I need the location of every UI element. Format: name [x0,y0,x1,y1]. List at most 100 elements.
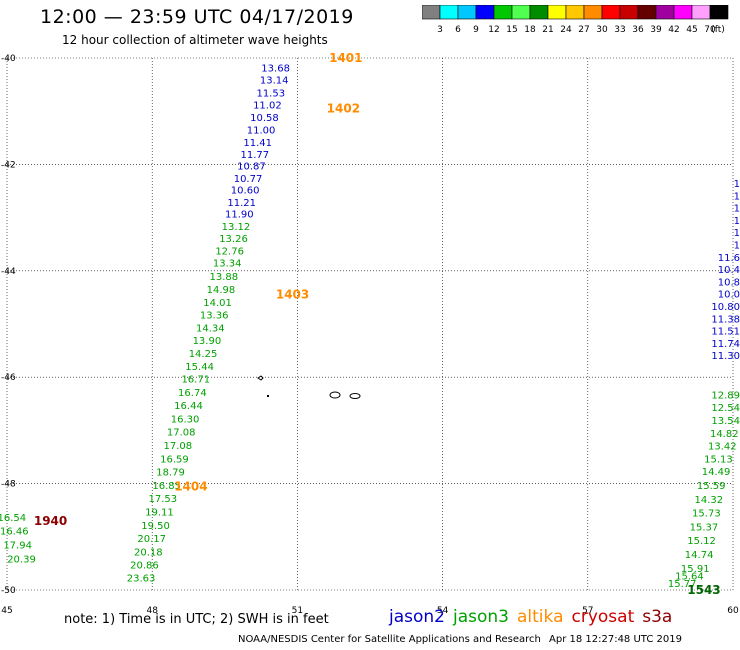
x-tick-label: 45 [1,606,12,616]
wave-height-value: 15.37 [690,522,719,533]
wave-height-value: 11.53 [256,88,285,99]
track-number-label: 1403 [276,288,309,302]
color-scale-unit: (ft) [711,25,725,35]
track-number-label: 1404 [174,479,207,493]
wave-height-value: 16.54 [0,513,26,524]
wave-height-value: 11.74 [711,339,740,350]
wave-height-value: 14.74 [685,550,714,561]
track-number-label: 1940 [34,514,67,528]
chart-title: 12:00 — 23:59 UTC 04/17/2019 [40,6,354,28]
x-tick-label: 60 [727,606,739,616]
color-scale-label: 45 [686,25,697,35]
x-tick-label: 48 [146,606,158,616]
wave-height-value: 14.32 [694,495,723,506]
wave-height-value: 15.13 [704,454,733,465]
wave-height-value: 17.94 [3,541,32,552]
island-outline [267,395,269,397]
wave-height-value: 10.8 [718,277,740,288]
generated-timestamp: Apr 18 12:27:48 UTC 2019 [549,634,682,645]
color-scale-label: 27 [578,25,589,35]
wave-height-value: 19.11 [145,508,174,519]
x-tick-label: 51 [292,606,303,616]
wave-height-value: 13.54 [711,416,740,427]
color-scale-label: 12 [488,25,499,35]
wave-height-value: 15.12 [687,536,716,547]
legend-item: cryosat [571,607,635,627]
track-number-label: 1543 [687,583,720,597]
wave-height-value: 11.41 [243,138,272,149]
wave-height-value: 19.50 [141,521,170,532]
chart-subtitle: 12 hour collection of altimeter wave hei… [62,33,328,47]
track-labels: 1401 1402 1403 1404 1940 1543 [34,51,721,597]
island-outline [257,375,264,381]
wave-height-value: 11.02 [253,101,282,112]
wave-height-value: 16.30 [171,414,200,425]
island-outlines [257,375,361,399]
wave-height-value: 20.18 [134,547,163,558]
y-tick-label: -40 [1,54,16,64]
wave-height-value: 13.88 [210,272,239,283]
wave-height-value: 16.71 [181,375,210,386]
footer-note: note: 1) Time is in UTC; 2) SWH is in fe… [64,612,329,627]
color-scale-label: 18 [524,25,536,35]
color-scale-label: 36 [632,25,644,35]
wave-height-value: 13.68 [261,63,290,74]
wave-height-value: 10.87 [237,162,266,173]
legend-item: s3a [642,607,673,627]
color-scale-label: 15 [506,25,517,35]
wave-height-value: 1 [734,191,740,202]
wave-height-value: 1 [734,228,740,239]
y-tick-label: -44 [1,267,16,277]
wave-height-value: 20.39 [7,554,36,565]
wave-height-value: 16.59 [160,454,189,465]
wave-height-value: 11.21 [227,198,256,209]
wave-height-value: 10.77 [234,174,263,185]
wave-height-value: 16.74 [178,388,207,399]
y-tick-label: -48 [1,480,16,490]
y-tick-label: -42 [1,160,16,170]
wave-height-value: 1 [734,179,740,190]
wave-height-value: 15.77 [668,579,697,590]
wave-height-value: 13.12 [222,222,251,233]
wave-height-value: 13.90 [193,336,222,347]
wave-height-value: 15.44 [185,362,214,373]
wave-height-value: 12.89 [711,390,740,401]
wave-height-value: 14.82 [710,429,739,440]
color-scale-label: 3 [437,25,443,35]
wave-height-value: 11.38 [711,314,740,325]
wave-height-value: 10.4 [718,265,740,276]
y-tick-label: -50 [1,586,16,596]
wave-height-value: 11.90 [225,210,254,221]
wave-height-value: 14.01 [203,298,232,309]
credit-text: NOAA/NESDIS Center for Satellite Applica… [238,634,541,645]
wave-height-value: 13.42 [708,442,737,453]
color-scale-bar: 3 6 9 12 15 18 21 24 27 30 33 36 39 42 45 70(ft) [422,5,729,35]
color-scale-label: 39 [650,25,662,35]
wave-height-value: 13.36 [200,311,229,322]
wave-height-value: 10.58 [250,113,279,124]
wave-height-value: 13.34 [213,259,242,270]
island-outline [329,391,341,399]
x-tick-label: 57 [582,606,593,616]
wave-height-value: 15.59 [697,481,726,492]
wave-height-value: 17.08 [164,441,193,452]
wave-height-value: 12.76 [215,246,244,257]
wave-height-value: 17.53 [149,494,178,505]
color-scale-label: 21 [542,25,553,35]
color-scale-label: 42 [668,25,679,35]
color-scale-label: 33 [614,25,625,35]
wave-height-value: 13.26 [219,234,248,245]
legend-item: jason3 [453,607,509,627]
color-scale-label: 70 [704,25,716,35]
wave-height-value: 20.86 [130,561,159,572]
wave-height-value: 17.08 [167,428,196,439]
x-tick-label: 54 [437,606,449,616]
wave-height-value: 1 [734,204,740,215]
color-scale-label: 6 [455,25,461,35]
island-outline [349,393,361,399]
wave-height-value: 10.60 [231,186,260,197]
legend-item: jason2 [389,607,445,627]
wave-height-value: 18.79 [156,468,185,479]
